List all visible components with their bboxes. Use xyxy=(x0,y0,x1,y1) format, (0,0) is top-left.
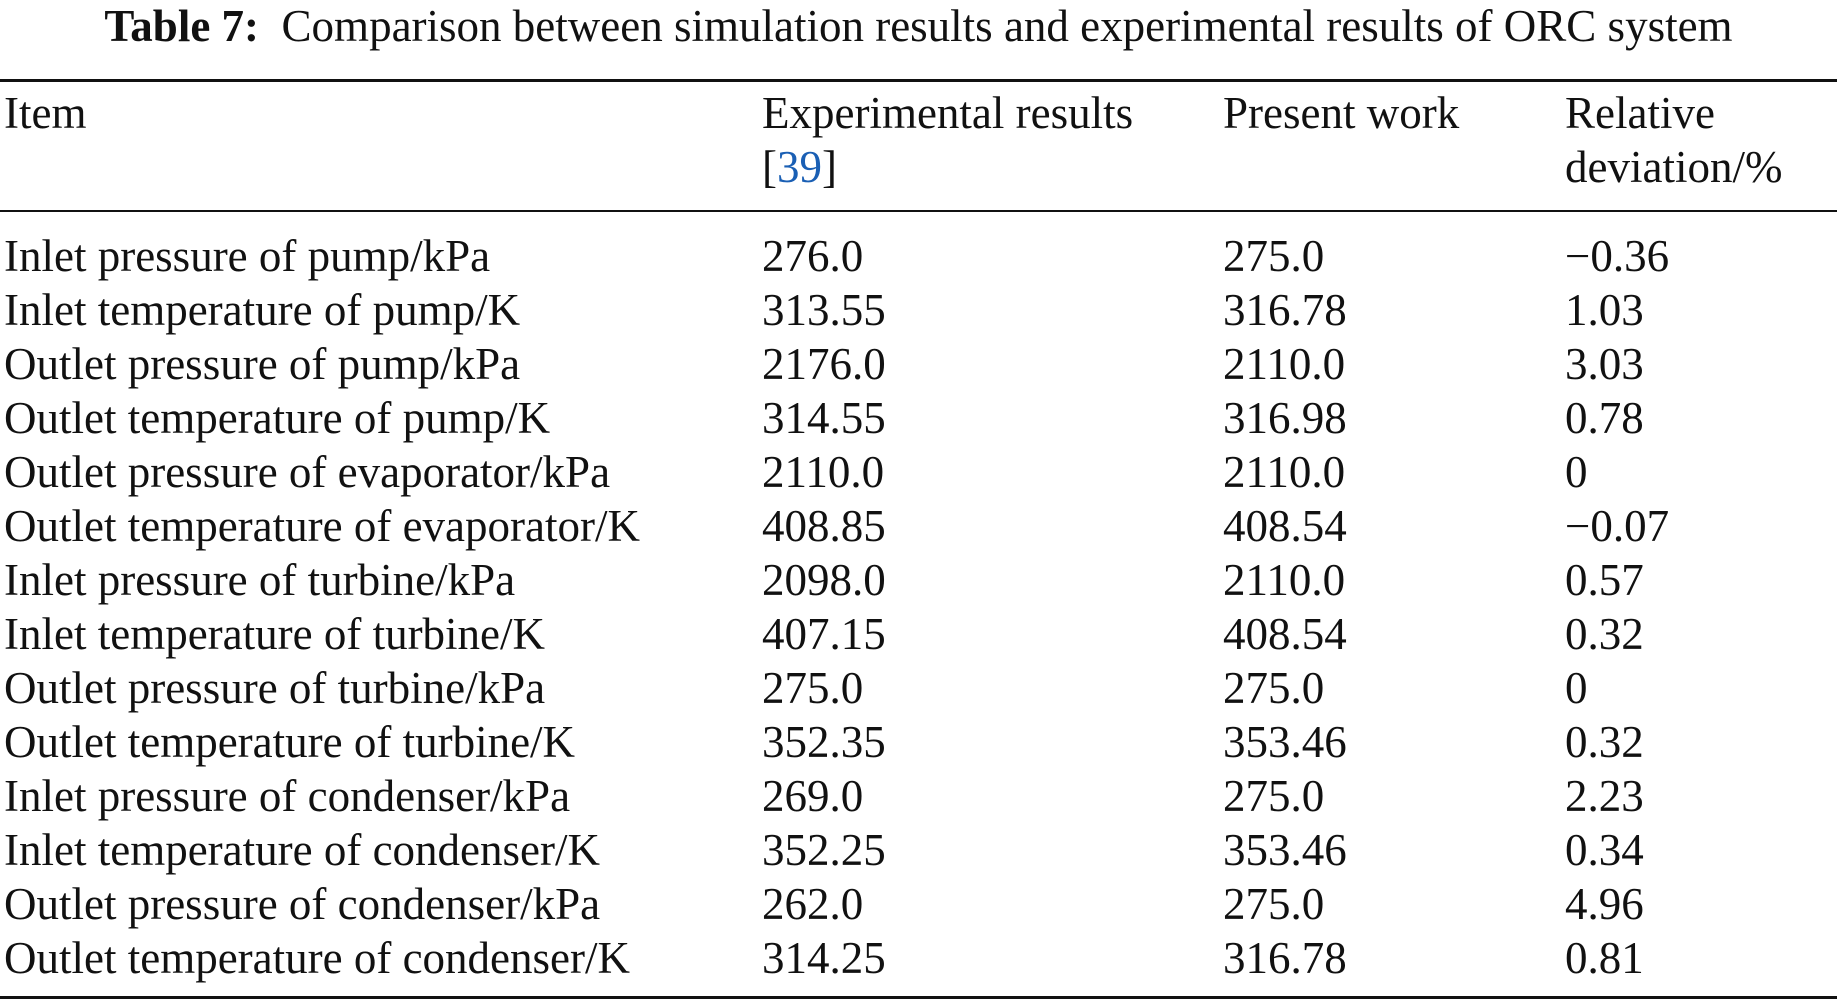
header-relative-deviation: Relative deviation/% xyxy=(1565,86,1782,194)
header-experimental-label: Experimental results xyxy=(762,88,1134,138)
table-row: Inlet pressure of condenser/kPa 269.0 27… xyxy=(0,769,1837,823)
cell-experimental: 352.35 xyxy=(762,717,886,767)
cell-item: Outlet temperature of turbine/K xyxy=(4,717,576,767)
cell-experimental: 2098.0 xyxy=(762,555,886,605)
cell-deviation: 1.03 xyxy=(1565,285,1644,335)
cell-item: Inlet pressure of turbine/kPa xyxy=(4,555,516,605)
table-row: Outlet temperature of condenser/K 314.25… xyxy=(0,931,1837,985)
cell-item: Inlet temperature of pump/K xyxy=(4,285,521,335)
citation-link[interactable]: 39 xyxy=(777,142,822,192)
table-row: Inlet temperature of pump/K 313.55 316.7… xyxy=(0,283,1837,337)
cell-experimental: 2110.0 xyxy=(762,447,885,497)
cell-item: Outlet temperature of evaporator/K xyxy=(4,501,640,551)
cell-item: Inlet pressure of pump/kPa xyxy=(4,231,491,281)
cell-item: Outlet temperature of condenser/K xyxy=(4,933,631,983)
header-experimental: Experimental results [39] xyxy=(762,86,1133,194)
top-rule xyxy=(0,79,1837,82)
bottom-rule xyxy=(0,996,1837,999)
table-row: Outlet pressure of condenser/kPa 262.0 2… xyxy=(0,877,1837,931)
table-row: Outlet pressure of evaporator/kPa 2110.0… xyxy=(0,445,1837,499)
cell-deviation: −0.07 xyxy=(1565,501,1670,551)
cell-present: 316.78 xyxy=(1223,933,1347,983)
table-row: Outlet temperature of turbine/K 352.35 3… xyxy=(0,715,1837,769)
cell-item: Inlet pressure of condenser/kPa xyxy=(4,771,571,821)
cell-present: 275.0 xyxy=(1223,879,1325,929)
cell-deviation: 2.23 xyxy=(1565,771,1644,821)
header-present-work: Present work xyxy=(1223,86,1459,140)
table-row: Inlet pressure of turbine/kPa 2098.0 211… xyxy=(0,553,1837,607)
table-row: Inlet temperature of condenser/K 352.25 … xyxy=(0,823,1837,877)
cell-item: Outlet pressure of evaporator/kPa xyxy=(4,447,611,497)
cell-present: 353.46 xyxy=(1223,717,1347,767)
header-item-label: Item xyxy=(4,88,87,138)
cell-item: Outlet pressure of turbine/kPa xyxy=(4,663,546,713)
header-deviation-line1: Relative xyxy=(1565,88,1715,138)
table-row: Outlet pressure of pump/kPa 2176.0 2110.… xyxy=(0,337,1837,391)
cell-present: 2110.0 xyxy=(1223,339,1346,389)
table-caption: Table 7: Comparison between simulation r… xyxy=(0,0,1837,52)
cell-present: 275.0 xyxy=(1223,663,1325,713)
cell-experimental: 276.0 xyxy=(762,231,864,281)
cell-experimental: 407.15 xyxy=(762,609,886,659)
header-item: Item xyxy=(4,86,86,140)
cell-experimental: 262.0 xyxy=(762,879,864,929)
cell-deviation: 0.34 xyxy=(1565,825,1644,875)
cell-present: 2110.0 xyxy=(1223,555,1346,605)
cell-deviation: 0.32 xyxy=(1565,609,1644,659)
cell-experimental: 2176.0 xyxy=(762,339,886,389)
cell-deviation: −0.36 xyxy=(1565,231,1670,281)
citation-close-bracket: ] xyxy=(822,142,837,192)
cell-item: Inlet temperature of condenser/K xyxy=(4,825,600,875)
cell-present: 316.78 xyxy=(1223,285,1347,335)
cell-present: 408.54 xyxy=(1223,501,1347,551)
cell-deviation: 0 xyxy=(1565,447,1588,497)
table-title: Comparison between simulation results an… xyxy=(281,1,1733,51)
cell-present: 353.46 xyxy=(1223,825,1347,875)
cell-deviation: 0 xyxy=(1565,663,1588,713)
cell-experimental: 313.55 xyxy=(762,285,886,335)
header-present-label: Present work xyxy=(1223,88,1460,138)
table-row: Outlet temperature of pump/K 314.55 316.… xyxy=(0,391,1837,445)
cell-experimental: 269.0 xyxy=(762,771,864,821)
table-label: Table 7: xyxy=(104,1,260,51)
cell-item: Outlet temperature of pump/K xyxy=(4,393,551,443)
cell-deviation: 0.81 xyxy=(1565,933,1644,983)
cell-present: 275.0 xyxy=(1223,231,1325,281)
table-body: Inlet pressure of pump/kPa 276.0 275.0 −… xyxy=(0,229,1837,985)
cell-item: Outlet pressure of condenser/kPa xyxy=(4,879,601,929)
table-row: Inlet temperature of turbine/K 407.15 40… xyxy=(0,607,1837,661)
header-deviation-line2: deviation/% xyxy=(1565,142,1783,192)
cell-deviation: 0.57 xyxy=(1565,555,1644,605)
cell-deviation: 3.03 xyxy=(1565,339,1644,389)
citation-open-bracket: [ xyxy=(762,142,777,192)
cell-deviation: 4.96 xyxy=(1565,879,1644,929)
cell-item: Outlet pressure of pump/kPa xyxy=(4,339,521,389)
header-experimental-citation: [39] xyxy=(762,140,1133,194)
cell-experimental: 314.55 xyxy=(762,393,886,443)
cell-deviation: 0.78 xyxy=(1565,393,1644,443)
cell-present: 275.0 xyxy=(1223,771,1325,821)
cell-item: Inlet temperature of turbine/K xyxy=(4,609,546,659)
cell-experimental: 352.25 xyxy=(762,825,886,875)
table-row: Outlet pressure of turbine/kPa 275.0 275… xyxy=(0,661,1837,715)
cell-present: 408.54 xyxy=(1223,609,1347,659)
table-row: Outlet temperature of evaporator/K 408.8… xyxy=(0,499,1837,553)
cell-present: 2110.0 xyxy=(1223,447,1346,497)
header-rule xyxy=(0,210,1837,212)
table-row: Inlet pressure of pump/kPa 276.0 275.0 −… xyxy=(0,229,1837,283)
cell-experimental: 275.0 xyxy=(762,663,864,713)
cell-present: 316.98 xyxy=(1223,393,1347,443)
cell-experimental: 408.85 xyxy=(762,501,886,551)
cell-experimental: 314.25 xyxy=(762,933,886,983)
cell-deviation: 0.32 xyxy=(1565,717,1644,767)
